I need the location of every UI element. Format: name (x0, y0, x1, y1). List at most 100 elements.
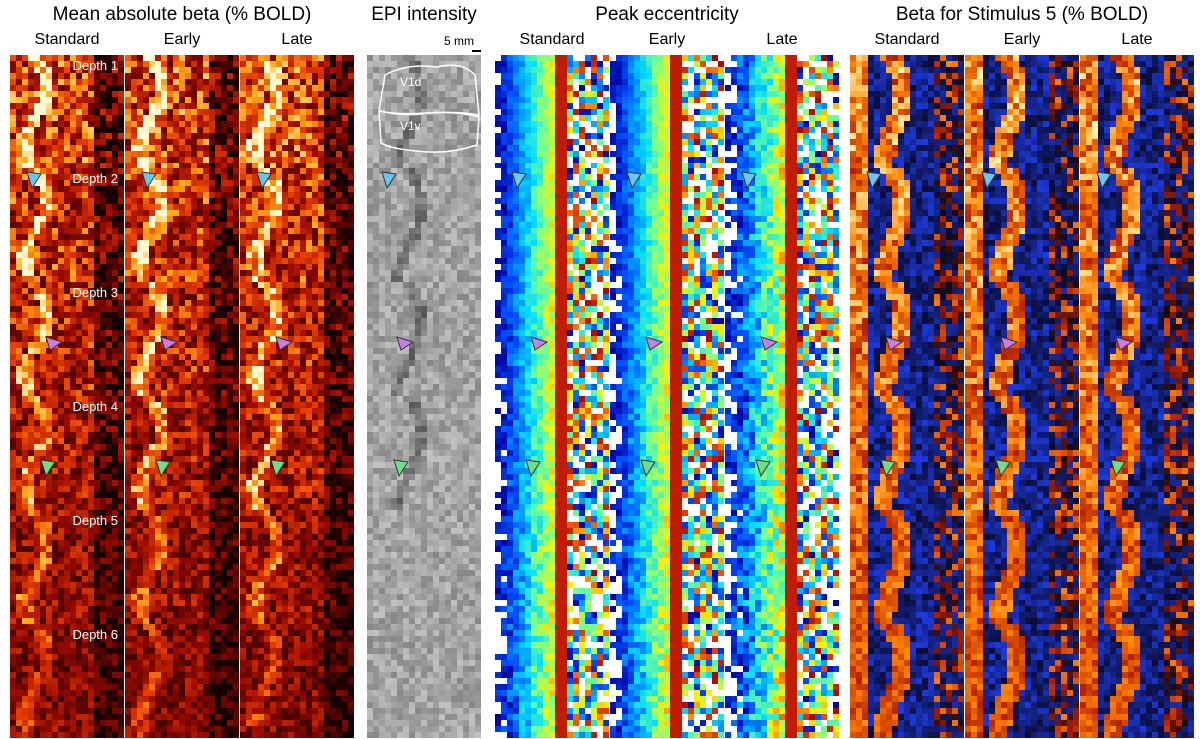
ecc-panel-1-depth-5 (610, 510, 724, 624)
green-arrowhead (995, 459, 1011, 478)
ecc-panel-2-depth-6 (725, 624, 839, 738)
green-arrowhead (880, 459, 896, 478)
beta5-panel-0-depth-4 (850, 396, 964, 510)
ecc-panel-1-depth-4 (610, 396, 724, 510)
ecc-panel-0-depth-2 (495, 168, 609, 282)
beta5-column-title-0: Standard (850, 31, 964, 49)
beta5-panel-1-depth-1 (965, 55, 1079, 169)
depth-label-1: Depth 1 (72, 58, 118, 73)
epi-panel-0-depth-5 (367, 510, 481, 624)
mab-panel-1-depth-2 (125, 168, 239, 282)
green-arrowhead (640, 459, 656, 478)
beta5-group-title: Beta for Stimulus 5 (% BOLD) (850, 4, 1194, 26)
beta5-panel-2-depth-4 (1080, 396, 1194, 510)
mab-panel-0-depth-1: Depth 1 (10, 55, 124, 169)
beta5-panel-1-depth-4 (965, 396, 1079, 510)
mab-panel-2-depth-3 (240, 282, 354, 396)
purple-arrowhead (396, 336, 415, 351)
purple-arrowhead (645, 336, 664, 351)
purple-arrowhead (530, 336, 549, 351)
beta5-panel-0-depth-2 (850, 168, 964, 282)
blue-arrowhead (511, 171, 527, 190)
depth-label-6: Depth 6 (72, 627, 118, 642)
ecc-panel-2-depth-4 (725, 396, 839, 510)
beta5-panel-1-depth-5 (965, 510, 1079, 624)
ecc-panel-2-depth-5 (725, 510, 839, 624)
mab-panel-2-depth-4 (240, 396, 354, 510)
beta5-panel-0-depth-5 (850, 510, 964, 624)
beta5-column-title-1: Early (965, 31, 1079, 49)
mab-column-title-0: Standard (10, 31, 124, 49)
green-arrowhead (393, 459, 409, 478)
ecc-panel-0-depth-5 (495, 510, 609, 624)
mab-group-title: Mean absolute beta (% BOLD) (10, 4, 354, 26)
purple-arrowhead (885, 336, 904, 351)
roi-label-v1d: V1d (400, 75, 421, 89)
purple-arrowhead (275, 336, 294, 351)
roi-outline (378, 64, 480, 153)
beta5-panel-0-depth-3 (850, 282, 964, 396)
beta5-panel-2-depth-3 (1080, 282, 1194, 396)
mab-panel-2-depth-2 (240, 168, 354, 282)
ecc-panel-1-depth-2 (610, 168, 724, 282)
ecc-group-title: Peak eccentricity (495, 4, 839, 26)
mab-panel-1-depth-6 (125, 624, 239, 738)
blue-arrowhead (981, 171, 997, 190)
green-arrowhead (40, 459, 56, 478)
beta5-panel-2-depth-6 (1080, 624, 1194, 738)
mab-panel-0-depth-2: Depth 2 (10, 168, 124, 282)
ecc-panel-0-depth-1 (495, 55, 609, 169)
mab-panel-2-depth-6 (240, 624, 354, 738)
blue-arrowhead (866, 171, 882, 190)
ecc-panel-1-depth-3 (610, 282, 724, 396)
mab-panel-1-depth-1 (125, 55, 239, 169)
mab-panel-0-depth-3: Depth 3 (10, 282, 124, 396)
purple-arrowhead (760, 336, 779, 351)
blue-arrowhead (381, 171, 397, 190)
ecc-panel-2-depth-1 (725, 55, 839, 169)
epi-panel-0-depth-3 (367, 282, 481, 396)
mab-panel-1-depth-4 (125, 396, 239, 510)
ecc-panel-1-depth-6 (610, 624, 724, 738)
beta5-panel-1-depth-3 (965, 282, 1079, 396)
scale-bar-label: 5 mm (444, 34, 474, 48)
blue-arrowhead (26, 171, 42, 190)
mab-panel-2-depth-1 (240, 55, 354, 169)
ecc-panel-0-depth-3 (495, 282, 609, 396)
beta5-panel-2-depth-2 (1080, 168, 1194, 282)
depth-label-2: Depth 2 (72, 171, 118, 186)
mab-panel-1-depth-5 (125, 510, 239, 624)
ecc-column-title-1: Early (610, 31, 724, 49)
ecc-panel-0-depth-4 (495, 396, 609, 510)
mab-panel-0-depth-5: Depth 5 (10, 510, 124, 624)
ecc-column-title-0: Standard (495, 31, 609, 49)
epi-panel-0-depth-4 (367, 396, 481, 510)
blue-arrowhead (1096, 171, 1112, 190)
green-arrowhead (155, 459, 171, 478)
epi-panel-0-depth-2 (367, 168, 481, 282)
scale-bar-line (472, 50, 481, 52)
purple-arrowhead (45, 336, 64, 351)
epi-panel-0-depth-6 (367, 624, 481, 738)
blue-arrowhead (256, 171, 272, 190)
mab-panel-2-depth-5 (240, 510, 354, 624)
roi-label-v1v: V1v (400, 119, 421, 133)
beta5-panel-1-depth-2 (965, 168, 1079, 282)
beta5-panel-0-depth-6 (850, 624, 964, 738)
blue-arrowhead (741, 171, 757, 190)
epi-group-title: EPI intensity (367, 4, 481, 26)
green-arrowhead (270, 459, 286, 478)
depth-label-5: Depth 5 (72, 513, 118, 528)
mab-column-title-2: Late (240, 31, 354, 49)
beta5-panel-1-depth-6 (965, 624, 1079, 738)
ecc-panel-0-depth-6 (495, 624, 609, 738)
epi-panel-0-depth-1: V1d V1v (367, 55, 481, 169)
ecc-panel-2-depth-3 (725, 282, 839, 396)
mab-panel-1-depth-3 (125, 282, 239, 396)
mab-panel-0-depth-6: Depth 6 (10, 624, 124, 738)
mab-panel-0-depth-4: Depth 4 (10, 396, 124, 510)
beta5-column-title-2: Late (1080, 31, 1194, 49)
green-arrowhead (525, 459, 541, 478)
purple-arrowhead (160, 336, 179, 351)
green-arrowhead (1110, 459, 1126, 478)
